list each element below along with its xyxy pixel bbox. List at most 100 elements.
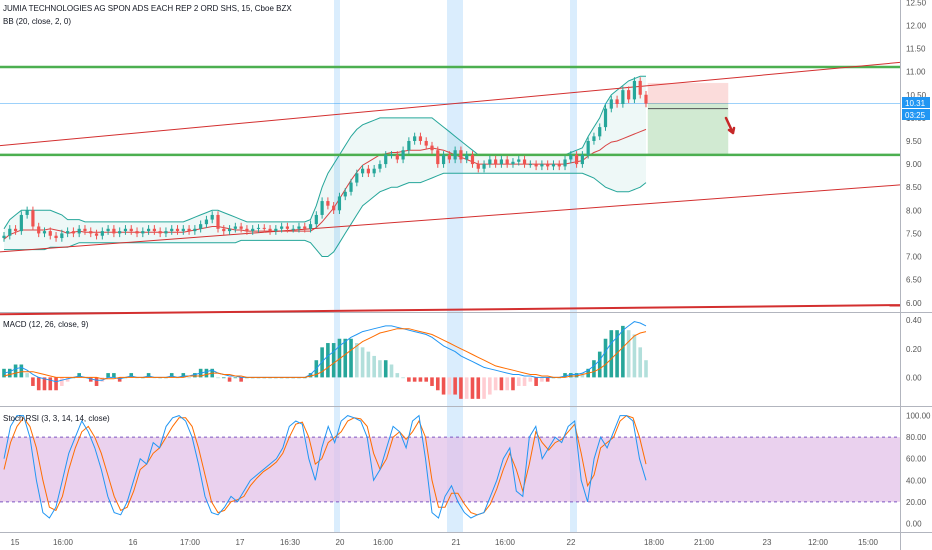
time-axis-tick: 20 [336, 538, 345, 547]
macd-pane[interactable] [2, 321, 648, 399]
candle-body [8, 228, 12, 236]
macd-histogram-bar [488, 377, 492, 395]
countdown-badge [902, 109, 930, 120]
bb-indicator-label: BB (20, close, 2, 0) [3, 17, 71, 26]
candle-body [522, 159, 527, 165]
candle-body [256, 227, 261, 229]
macd-histogram-bar [181, 373, 186, 378]
candle-body [251, 228, 255, 232]
chart-title: JUMIA TECHNOLOGIES AG SPON ADS EACH REP … [3, 4, 292, 13]
candle-body [37, 226, 41, 234]
candle-body [384, 154, 388, 165]
candle-body [609, 99, 613, 109]
candle-body [534, 164, 538, 167]
candle-body [632, 80, 637, 100]
macd-histogram-bar [540, 377, 544, 382]
price-axis-tick: 9.00 [906, 160, 922, 169]
macd-histogram-bar [407, 377, 411, 382]
macd-histogram-bar [204, 368, 209, 378]
macd-histogram-bar [355, 343, 359, 378]
macd-histogram-bar [638, 347, 643, 378]
candle-body [233, 226, 237, 229]
candle-body [158, 231, 162, 234]
trend-line [0, 61, 901, 147]
candle-body [465, 154, 469, 160]
candle-body [366, 168, 370, 174]
macd-histogram-bar [337, 338, 342, 378]
candle-body [326, 201, 330, 206]
stoch-rsi-pane[interactable] [0, 414, 900, 519]
macd-histogram-bar [216, 377, 220, 379]
macd-histogram-bar [31, 377, 35, 386]
price-axis-tick: 100.00 [906, 412, 931, 421]
candle-body [447, 154, 451, 160]
stoch-d-line [3, 415, 647, 516]
macd-histogram-bar [574, 373, 579, 378]
time-axis[interactable]: 15 16:00 16 17:00 17 16:30 20 16:00 21 16:00 22 18:… [11, 538, 879, 547]
candle-body [204, 219, 209, 225]
candle-body [239, 226, 243, 229]
macd-histogram-bar [88, 377, 93, 382]
bollinger-band-fill [4, 76, 646, 257]
candle-body [106, 228, 110, 232]
candle-body [470, 154, 475, 165]
macd-histogram-bar [326, 343, 330, 378]
candle-body [603, 108, 608, 128]
candle-body [644, 94, 648, 104]
macd-histogram-bar [193, 373, 197, 378]
candle-body [511, 161, 515, 165]
macd-histogram-bar [42, 377, 47, 391]
price-axis-tick: 7.00 [906, 253, 922, 262]
candle-body [112, 228, 116, 234]
macd-histogram-bar [19, 364, 24, 378]
candle-body [146, 228, 151, 232]
time-axis-tick: 16:00 [373, 538, 394, 547]
candle-body [280, 226, 284, 229]
session-highlight [570, 0, 577, 532]
macd-histogram-bar [112, 373, 116, 378]
time-axis-tick: 23 [763, 538, 772, 547]
candle-body [499, 159, 504, 165]
candle-body [615, 99, 619, 104]
macd-histogram-bar [476, 377, 481, 399]
candle-body [303, 226, 307, 229]
time-axis-tick: 12:00 [808, 538, 829, 547]
time-axis-tick: 21:00 [694, 538, 715, 547]
candle-body [31, 210, 35, 227]
macd-histogram-bar [441, 377, 446, 395]
candle-body [2, 235, 6, 239]
macd-indicator-label: MACD (12, 26, close, 9) [3, 320, 89, 329]
time-axis-tick: 16:30 [280, 538, 301, 547]
candle-body [227, 228, 232, 232]
candle-body [13, 228, 18, 232]
price-axis-tick: 60.00 [906, 455, 927, 464]
candle-body [424, 140, 428, 146]
macd-histogram-bar [459, 377, 463, 399]
macd-histogram-bar [626, 330, 631, 378]
candle-body [627, 90, 631, 100]
time-axis-tick: 17:00 [180, 538, 201, 547]
macd-histogram-bar [349, 338, 353, 378]
stoch-k-line [3, 414, 647, 519]
candle-body [118, 231, 122, 234]
candle-body [395, 154, 399, 160]
macd-histogram-bar [146, 373, 151, 378]
candle-body [459, 150, 463, 160]
candle-body [557, 164, 561, 167]
macd-histogram-bar [77, 373, 81, 378]
time-axis-tick: 21 [452, 538, 461, 547]
candle-body [141, 231, 145, 234]
macd-histogram-bar [412, 377, 417, 382]
price-axis-tick: 20.00 [906, 498, 927, 507]
candle-body [297, 226, 301, 229]
price-axis[interactable]: 12.5012.0011.5011.0010.5010.009.509.008.… [906, 0, 931, 528]
candle-body [187, 228, 191, 232]
macd-histogram-bar [389, 364, 394, 378]
macd-histogram-bar [129, 373, 134, 378]
candle-body [592, 136, 596, 141]
price-axis-tick: 9.50 [906, 137, 922, 146]
candle-body [193, 228, 197, 232]
macd-histogram-bar [100, 377, 105, 382]
price-pane[interactable] [0, 61, 901, 316]
